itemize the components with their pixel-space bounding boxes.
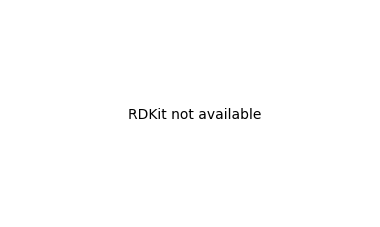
Text: RDKit not available: RDKit not available — [128, 108, 261, 122]
